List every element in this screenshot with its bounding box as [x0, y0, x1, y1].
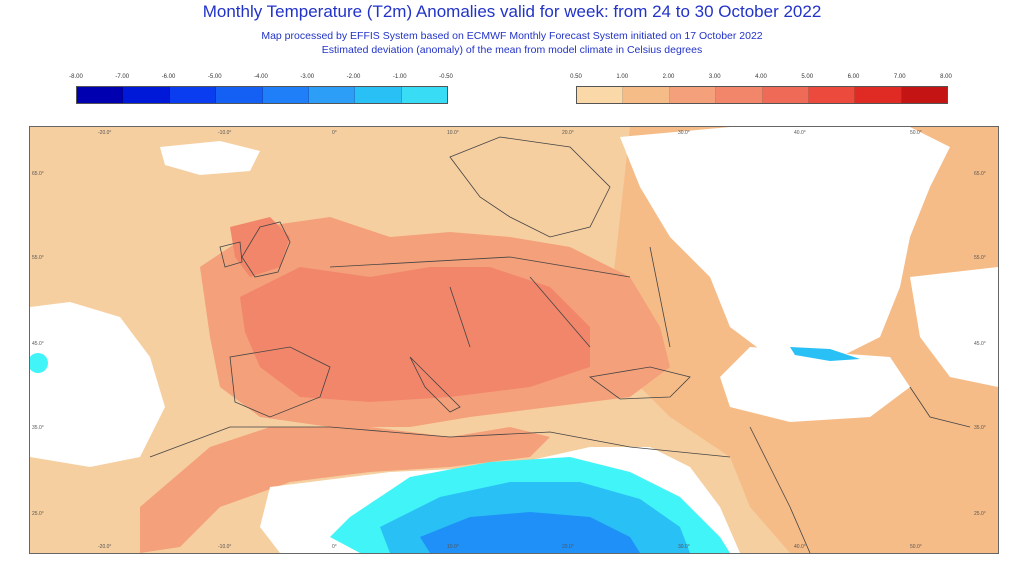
legend-tick: 7.00 [893, 74, 906, 80]
neutral-zone-iceland [160, 141, 260, 175]
neutral-zone-atlantic [30, 302, 165, 467]
legend-tick: 0.50 [570, 74, 582, 80]
map-subtitle-processing: Map processed by EFFIS System based on E… [261, 30, 763, 42]
lat-tick-right: 25.0° [974, 511, 986, 517]
lon-tick-top: 10.0° [447, 130, 459, 136]
legend-tick: -8.00 [69, 74, 83, 80]
legend-swatch [577, 87, 624, 103]
legend-swatch [262, 87, 309, 103]
coastline-red-sea [749, 426, 811, 553]
lat-tick-left: 45.0° [32, 341, 44, 347]
lon-tick-bottom: 0° [332, 544, 337, 550]
legend-swatch [669, 87, 717, 103]
border-alps [449, 286, 471, 348]
lon-tick-bottom: 10.0° [447, 544, 459, 550]
neutral-zone-kazakhstan [910, 267, 998, 387]
map-subtitle-description: Estimated deviation (anomaly) of the mea… [321, 44, 703, 56]
lat-tick-left: 35.0° [32, 425, 44, 431]
legend-tick: 5.00 [801, 74, 814, 80]
coastline-britain [241, 221, 291, 278]
neutral-zone-russia [620, 127, 950, 367]
border-central [329, 256, 631, 278]
lon-tick-top: -10.0° [218, 130, 232, 136]
cold-zone-caspian [790, 347, 860, 361]
legend-positive-ticks: 0.50 1.00 2.00 3.00 4.00 5.00 6.00 7.00 … [570, 74, 952, 84]
legend-tick: -3.00 [300, 74, 315, 80]
legend-swatch [216, 87, 263, 103]
legend-swatch [169, 87, 217, 103]
legend-swatch [623, 87, 670, 103]
coastline-ireland [219, 241, 243, 268]
legend-tick: -4.00 [254, 74, 268, 80]
legend-swatch [808, 87, 856, 103]
legend-tick: 2.00 [662, 74, 675, 80]
legend-positive-colorbar [576, 86, 948, 104]
map-title: Monthly Temperature (T2m) Anomalies vali… [202, 2, 822, 21]
cold-zone-sahara-core [420, 512, 640, 553]
lat-tick-left: 25.0° [32, 511, 44, 517]
coastline-italy [409, 356, 461, 413]
neutral-zone-black-sea [720, 347, 910, 422]
legend-tick: 1.00 [616, 74, 629, 80]
cold-zone-atlantic [30, 353, 48, 373]
legend-swatch [762, 87, 809, 103]
legend-tick: -7.00 [115, 74, 130, 80]
lon-tick-bottom: 50.0° [910, 544, 922, 550]
lat-tick-left: 55.0° [32, 255, 44, 261]
border-east [529, 276, 591, 348]
legend-negative-colorbar [76, 86, 448, 104]
legend-swatch [855, 87, 902, 103]
legend-swatch [901, 87, 947, 103]
legend-swatch [401, 87, 447, 103]
coastline-scandinavia [449, 136, 611, 238]
coastline-turkey [588, 366, 691, 400]
coastline-north-africa [149, 426, 731, 458]
legend-tick: -5.00 [207, 74, 222, 80]
lon-tick-bottom: 40.0° [794, 544, 806, 550]
lat-tick-left: 65.0° [32, 171, 44, 177]
lon-tick-top: -20.0° [98, 130, 112, 136]
border-iran [909, 386, 971, 428]
lon-tick-bottom: -20.0° [98, 544, 112, 550]
lat-tick-right: 55.0° [974, 255, 986, 261]
anomaly-map[interactable]: -20.0° -10.0° 0° 10.0° 20.0° 30.0° 40.0°… [29, 126, 999, 554]
warm-zone-central-europe [240, 267, 590, 402]
legend-tick: 3.00 [708, 74, 721, 80]
legend-swatch [308, 87, 356, 103]
lon-tick-bottom: -10.0° [218, 544, 232, 550]
border-ukraine [649, 246, 671, 348]
lon-tick-top: 0° [332, 130, 337, 136]
legend-tick: -1.00 [392, 74, 407, 80]
legend-tick: 8.00 [940, 74, 952, 80]
warm-zone-north-africa [140, 427, 550, 553]
legend-swatch [716, 87, 763, 103]
lon-tick-bottom: 20.0° [562, 544, 574, 550]
coastlines [149, 136, 971, 553]
lat-tick-right: 35.0° [974, 425, 986, 431]
legend-negative-ticks: -8.00 -7.00 -6.00 -5.00 -4.00 -3.00 -2.0… [69, 74, 453, 84]
lat-tick-right: 45.0° [974, 341, 986, 347]
legend-tick: -2.00 [346, 74, 361, 80]
coastline-iberia [229, 346, 331, 418]
legend-swatch [355, 87, 402, 103]
lon-tick-top: 40.0° [794, 130, 806, 136]
anomaly-map-canvas [30, 127, 998, 553]
lon-tick-top: 30.0° [678, 130, 690, 136]
legend-tick: 6.00 [847, 74, 860, 80]
lon-tick-bottom: 30.0° [678, 544, 690, 550]
legend-swatch [123, 87, 170, 103]
lon-tick-top: 20.0° [562, 130, 574, 136]
legend-tick: -6.00 [161, 74, 176, 80]
legend-tick: 4.00 [755, 74, 767, 80]
legend-tick: -0.50 [439, 74, 453, 80]
lon-tick-top: 50.0° [910, 130, 922, 136]
lat-tick-right: 65.0° [974, 171, 986, 177]
legend-swatch [77, 87, 124, 103]
